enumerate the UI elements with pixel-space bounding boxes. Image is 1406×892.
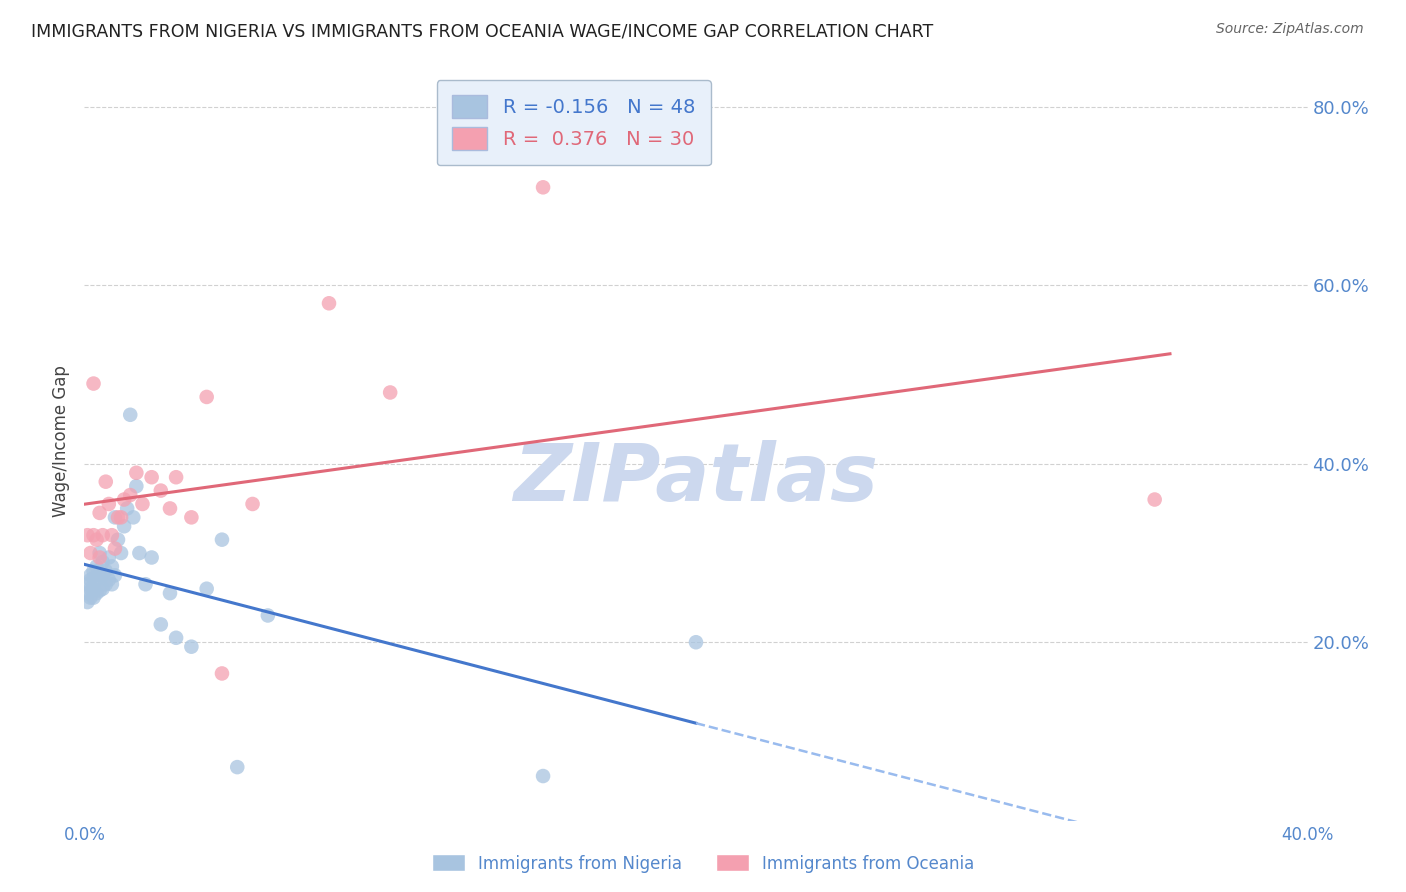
Point	[76, 528, 98, 542]
Point	[125, 466, 148, 480]
Point	[83, 564, 105, 578]
Point	[76, 586, 98, 600]
Point	[165, 631, 187, 645]
Point	[107, 533, 129, 547]
Point	[112, 492, 135, 507]
Point	[86, 559, 108, 574]
Point	[79, 591, 101, 605]
Point	[83, 528, 105, 542]
Point	[97, 550, 120, 565]
Point	[131, 497, 153, 511]
Point	[380, 385, 402, 400]
Point	[141, 470, 163, 484]
Point	[101, 577, 124, 591]
Point	[101, 528, 124, 542]
Point	[122, 510, 145, 524]
Point	[149, 617, 172, 632]
Point	[104, 568, 127, 582]
Point	[110, 510, 132, 524]
Point	[89, 550, 111, 565]
Point	[531, 769, 554, 783]
Point	[180, 640, 202, 654]
Point	[112, 519, 135, 533]
Text: IMMIGRANTS FROM NIGERIA VS IMMIGRANTS FROM OCEANIA WAGE/INCOME GAP CORRELATION C: IMMIGRANTS FROM NIGERIA VS IMMIGRANTS FR…	[31, 22, 934, 40]
Point	[110, 546, 132, 560]
Point	[120, 488, 142, 502]
Point	[97, 497, 120, 511]
Point	[1143, 492, 1166, 507]
Point	[180, 510, 202, 524]
Point	[120, 408, 142, 422]
Point	[89, 583, 111, 598]
Point	[79, 573, 101, 587]
Point	[79, 582, 101, 596]
Point	[91, 582, 114, 596]
Point	[165, 470, 187, 484]
Point	[76, 595, 98, 609]
Point	[104, 541, 127, 556]
Point	[195, 390, 218, 404]
Point	[257, 608, 280, 623]
Legend: R = -0.156   N = 48, R =  0.376   N = 30: R = -0.156 N = 48, R = 0.376 N = 30	[437, 79, 710, 166]
Point	[135, 577, 157, 591]
Point	[125, 479, 148, 493]
Point	[226, 760, 249, 774]
Point	[159, 586, 181, 600]
Point	[318, 296, 340, 310]
Point	[91, 555, 114, 569]
Point	[86, 573, 108, 587]
Point	[685, 635, 707, 649]
Point	[94, 475, 117, 489]
Point	[91, 528, 114, 542]
Point	[86, 533, 108, 547]
Point	[79, 546, 101, 560]
Point	[531, 180, 554, 194]
Point	[211, 666, 233, 681]
Point	[107, 510, 129, 524]
Point	[83, 376, 105, 391]
Point	[91, 568, 114, 582]
Point	[79, 568, 101, 582]
Point	[149, 483, 172, 498]
Point	[195, 582, 218, 596]
Text: Source: ZipAtlas.com: Source: ZipAtlas.com	[1216, 22, 1364, 37]
Point	[242, 497, 264, 511]
Point	[94, 564, 117, 578]
Point	[86, 586, 108, 600]
Point	[94, 577, 117, 591]
Point	[104, 510, 127, 524]
Point	[76, 577, 98, 591]
Point	[83, 571, 105, 585]
Y-axis label: Wage/Income Gap: Wage/Income Gap	[52, 366, 70, 517]
Point	[89, 506, 111, 520]
Point	[141, 550, 163, 565]
Point	[128, 546, 150, 560]
Point	[83, 582, 105, 596]
Point	[159, 501, 181, 516]
Point	[115, 501, 138, 516]
Text: ZIPatlas: ZIPatlas	[513, 441, 879, 518]
Legend: Immigrants from Nigeria, Immigrants from Oceania: Immigrants from Nigeria, Immigrants from…	[425, 847, 981, 880]
Point	[89, 546, 111, 560]
Point	[89, 568, 111, 582]
Point	[83, 591, 105, 605]
Point	[211, 533, 233, 547]
Point	[97, 573, 120, 587]
Point	[101, 559, 124, 574]
